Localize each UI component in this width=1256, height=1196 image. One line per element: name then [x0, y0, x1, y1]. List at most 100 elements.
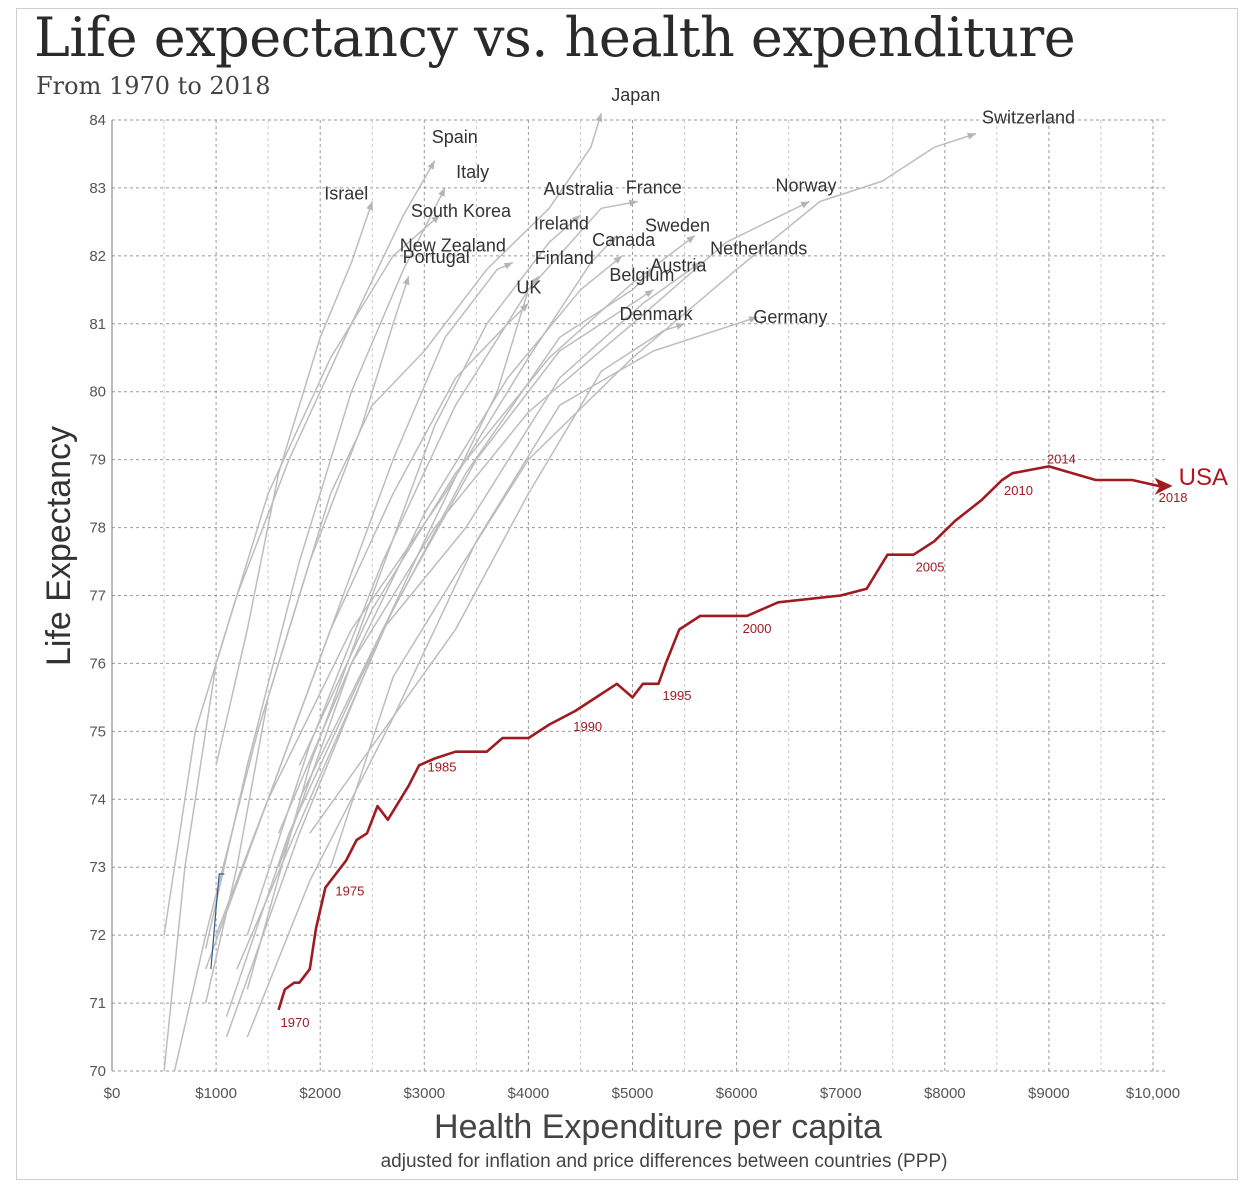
series-line-canada: [277, 255, 623, 868]
country-label-ireland: Ireland: [534, 213, 589, 233]
y-tick-labels: 70 71 72 73 74 75 76 77 78 79 80 81 82 83 84: [89, 112, 106, 1080]
y-tick-label: 75: [89, 723, 106, 740]
x-axis-label: Health Expenditure per capita: [434, 1108, 882, 1146]
y-tick-label: 83: [89, 180, 106, 197]
chart-subtitle: From 1970 to 2018: [36, 72, 271, 100]
series-arrow-japan: [595, 113, 603, 123]
x-tick-label: $5000: [612, 1085, 654, 1102]
country-label-canada: Canada: [592, 230, 656, 250]
country-label-austria: Austria: [650, 255, 707, 275]
series-line-norway: [277, 200, 810, 834]
series-arrow-germany: [748, 316, 758, 323]
series-line-japan: [204, 112, 603, 1004]
series-line-ireland: [204, 234, 618, 970]
series-line-uk: [215, 302, 529, 936]
y-tick-label: 80: [89, 384, 106, 401]
series-line-south-korea: [163, 214, 441, 1072]
y-axis-label: Life Expectancy: [40, 426, 78, 666]
x-axis-sublabel: adjusted for inflation and price differe…: [381, 1151, 948, 1172]
usa-label: USA: [1179, 464, 1228, 491]
series-line-netherlands: [298, 261, 701, 800]
series-line-italy: [204, 187, 446, 949]
usa-year-label: 2005: [916, 560, 945, 575]
country-label-israel: Israel: [324, 184, 368, 204]
y-tick-label: 76: [89, 655, 106, 672]
series-line-switzerland: [329, 132, 977, 868]
y-tick-label: 73: [89, 859, 106, 876]
usa-year-label: 1990: [573, 719, 602, 734]
series-arrow-austria: [644, 269, 654, 278]
series-line-germany: [246, 316, 758, 1038]
x-tick-label: $1000: [195, 1085, 237, 1102]
series-arrow-portugal: [402, 276, 410, 286]
x-tick-label: $3000: [403, 1085, 445, 1102]
country-label-new-zealand: New Zealand: [400, 236, 506, 256]
series-arrow-new-zealand: [503, 262, 513, 270]
x-tick-labels: $0 $1000 $2000 $3000 $4000 $5000 $6000 $7000 $80…: [104, 1085, 1180, 1102]
series-arrow-belgium: [644, 289, 654, 298]
usa-year-label: 1975: [335, 884, 364, 899]
y-tick-label: 78: [89, 520, 106, 537]
country-label-norway: Norway: [775, 176, 836, 196]
series-arrow-south-korea: [431, 215, 440, 224]
usa-year-label: 2014: [1047, 451, 1076, 466]
series-line-australia: [246, 214, 581, 990]
x-tick-label: $6000: [716, 1085, 758, 1102]
series-line-sweden: [298, 234, 696, 766]
x-tick-label: $10,000: [1126, 1085, 1180, 1102]
series-arrow-switzerland: [967, 132, 977, 140]
x-tick-label: $2000: [299, 1085, 341, 1102]
series-line-israel: [215, 201, 374, 766]
x-tick-label: $7000: [820, 1085, 862, 1102]
y-tick-label: 79: [89, 452, 106, 469]
y-tick-label: 74: [89, 791, 106, 808]
minor-series-line: [210, 873, 225, 970]
country-label-germany: Germany: [753, 307, 827, 327]
country-label-portugal: Portugal: [403, 247, 470, 267]
country-label-denmark: Denmark: [620, 304, 694, 324]
series-arrow-ireland: [608, 235, 617, 244]
usa-year-label: 1970: [281, 1015, 310, 1030]
usa-year-label: 1985: [428, 760, 457, 775]
series-line-belgium: [236, 289, 654, 970]
series-line-finland: [225, 275, 540, 1017]
country-label-sweden: Sweden: [645, 215, 710, 235]
series-arrow-italy: [438, 187, 446, 197]
usa-arrow: [1154, 477, 1173, 495]
series-arrow-netherlands: [691, 262, 701, 271]
series-arrow-canada: [613, 255, 623, 264]
series-arrow-sweden: [686, 235, 695, 244]
x-tick-label: $0: [104, 1085, 121, 1102]
country-label-uk: UK: [516, 277, 541, 297]
series-arrow-uk: [520, 303, 529, 312]
country-label-australia: Australia: [543, 179, 614, 199]
series-arrow-denmark: [675, 323, 685, 330]
y-tick-label: 82: [89, 248, 106, 265]
y-tick-label: 84: [89, 112, 106, 129]
country-label-netherlands: Netherlands: [710, 239, 807, 259]
series-arrow-spain: [427, 160, 435, 170]
series-arrow-norway: [800, 201, 810, 209]
y-tick-label: 72: [89, 927, 106, 944]
country-lines: Japan Switzerland Spain Italy Israel South Ko…: [163, 85, 1075, 1072]
series-line-denmark: [309, 323, 685, 834]
usa-year-label: 1995: [663, 688, 692, 703]
usa-series: USA 1970 1975 1985 1990 1995 2000 2005 2010 2014 2…: [277, 451, 1228, 1030]
usa-year-label: 2018: [1159, 490, 1188, 505]
chart-title: Life expectancy vs. health expenditure: [34, 6, 1076, 69]
y-tick-label: 81: [89, 316, 106, 333]
series-arrow-france: [628, 199, 638, 207]
x-tick-label: $4000: [508, 1085, 550, 1102]
x-tick-label: $9000: [1028, 1085, 1070, 1102]
country-label-italy: Italy: [456, 162, 489, 182]
country-label-south-korea: South Korea: [411, 201, 512, 221]
series-line-austria: [225, 268, 654, 1038]
country-label-belgium: Belgium: [609, 265, 674, 285]
y-tick-label: 71: [89, 995, 106, 1012]
grid-lines: [111, 119, 1167, 1072]
country-label-france: France: [626, 178, 682, 198]
country-label-finland: Finland: [535, 248, 594, 268]
country-label-japan: Japan: [611, 85, 660, 105]
country-label-switzerland: Switzerland: [982, 108, 1075, 128]
